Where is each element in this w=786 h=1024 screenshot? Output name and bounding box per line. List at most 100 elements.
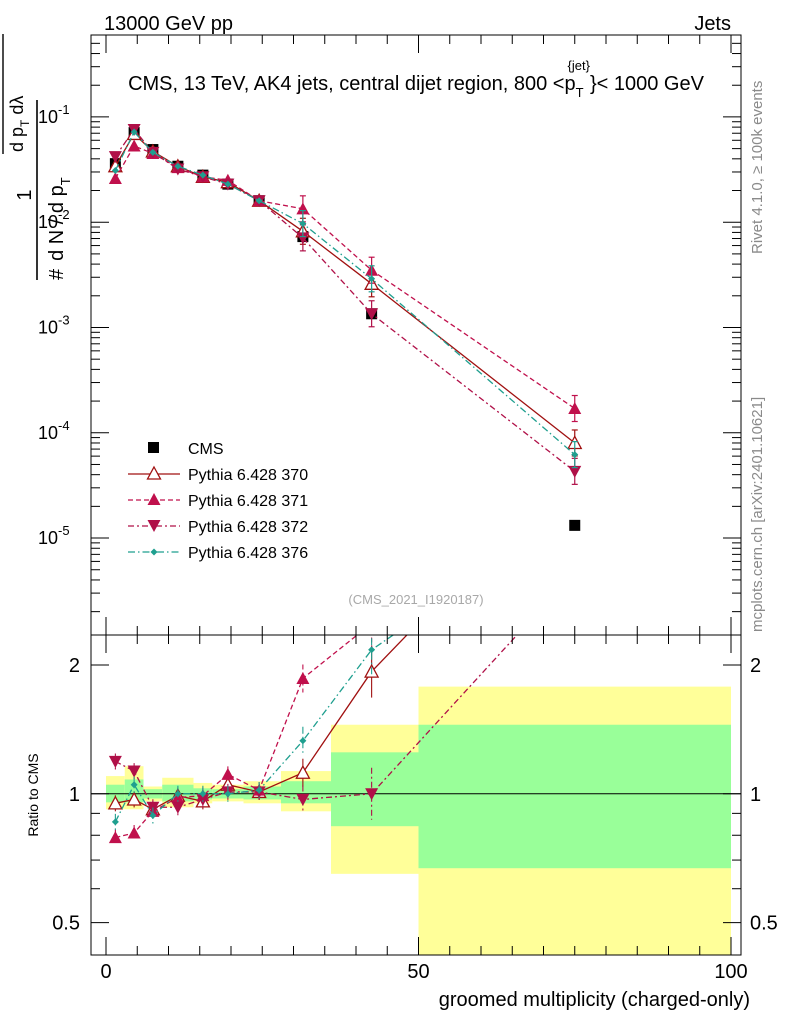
legend-marker-cms [148, 442, 159, 453]
y-tick-label-base: 10 [38, 212, 58, 232]
legend-marker-376 [150, 548, 158, 556]
ratio-point-p372 [296, 793, 310, 806]
legend-marker-371 [147, 493, 161, 505]
legend-entry-370: Pythia 6.428 370 [128, 465, 308, 484]
ratio-point-p371 [127, 826, 141, 839]
legend-label-370: Pythia 6.428 370 [188, 467, 308, 484]
ratio-ticks: 0.5 0.5 1 1 2 2 0 50 100 [52, 635, 778, 983]
data-point-p372 [108, 151, 122, 164]
ratio-point-p376 [149, 811, 157, 819]
ylabel-denominator: # d N / d pT [46, 177, 73, 280]
y-tick-label-base: 10 [38, 528, 58, 548]
ratio-point-p371 [296, 671, 310, 684]
x-tick-label: 0 [100, 961, 111, 983]
ratio-point-p376 [224, 790, 232, 798]
band-green [124, 779, 144, 803]
ratio-point-p376 [199, 790, 207, 798]
main-data-layer [107, 123, 583, 531]
ratio-y-tick-label-left: 2 [69, 655, 80, 677]
series-line-p370 [114, 132, 576, 444]
data-point-p376 [199, 171, 207, 179]
ratio-point-p371 [365, 617, 378, 629]
y-tick-label-exp: -4 [58, 418, 70, 433]
ratio-point-p372 [568, 566, 581, 578]
data-point-p372 [365, 308, 379, 321]
main-ticks: 10-510-410-310-210-1 [38, 35, 741, 635]
ratio-y-tick-label-right: 0.5 [750, 913, 778, 935]
ratio-point-p372 [196, 793, 210, 806]
y-tick-label-exp: -5 [58, 523, 70, 538]
y-tick-label-exp: -1 [58, 102, 70, 117]
band-green [418, 724, 731, 869]
y-tick-label-base: 10 [38, 107, 58, 127]
main-ylabel: 1 #d N / d pT # d2N d pT dλ [2, 34, 73, 280]
ratio-point-p376 [571, 507, 578, 514]
legend-label-372: Pythia 6.428 372 [188, 519, 308, 536]
series-p371 [108, 139, 582, 423]
ratio-point-p376 [368, 646, 376, 654]
series-p372 [108, 123, 582, 485]
data-point-p371 [568, 402, 582, 415]
data-point-p376 [571, 451, 579, 459]
y-tick-label-base: 10 [38, 423, 58, 443]
legend-entry-cms: CMS [148, 441, 224, 458]
legend-marker-370 [146, 465, 162, 480]
ratio-y-tick-label-right: 1 [750, 784, 761, 806]
header-jets-label: Jets [694, 13, 731, 35]
ratio-series-p376 [111, 507, 578, 830]
x-axis-label: groomed multiplicity (charged-only) [439, 989, 750, 1011]
data-point-p372 [568, 465, 582, 478]
ratio-point-p376 [255, 786, 263, 794]
plot-title-post: }< 1000 GeV [590, 73, 705, 95]
series-line-p371 [114, 145, 576, 410]
data-point-p371 [108, 172, 122, 185]
ratio-point-p371 [108, 831, 122, 844]
ratio-ylabel: Ratio to CMS [25, 753, 41, 836]
series-p370 [107, 126, 583, 457]
legend-marker-372 [147, 520, 161, 532]
ratio-line-p372 [115, 635, 518, 808]
ratio-y-tick-label-right: 2 [750, 655, 761, 677]
x-tick-label: 100 [714, 961, 747, 983]
ylabel-inner-dlambda: dλ [7, 96, 27, 120]
plot-title-sup: {jet} [568, 58, 591, 73]
series-line-p372 [114, 128, 576, 472]
y-tick-label: 10-1 [38, 102, 70, 127]
data-point-p376 [111, 166, 119, 174]
ratio-line-p370 [115, 635, 408, 811]
series-data [109, 127, 581, 531]
y-tick-label-exp: -3 [58, 312, 70, 327]
plot-title-sub: T [576, 85, 584, 100]
ratio-line-p376 [114, 635, 395, 823]
series-p376 [111, 128, 579, 469]
legend-entry-372: Pythia 6.428 372 [128, 519, 308, 536]
data-point-p376 [174, 162, 182, 170]
ylabel-den-sub: T [58, 177, 73, 185]
ratio-line-p371 [115, 635, 359, 839]
y-tick-label: 10-3 [38, 312, 70, 337]
ratio-point-p372 [171, 801, 185, 814]
analysis-watermark: (CMS_2021_I1920187) [348, 592, 483, 607]
data-point-p376 [130, 128, 138, 136]
ratio-point-p371 [221, 767, 235, 780]
uncertainty-bands [106, 686, 731, 955]
y-tick-label: 10-2 [38, 207, 70, 232]
series-line-p376 [114, 130, 576, 456]
ratio-point-p370 [295, 764, 311, 779]
header-energy-label: 13000 GeV pp [104, 13, 233, 35]
ratio-data-layer [91, 507, 741, 955]
data-point-p372 [296, 232, 310, 245]
plot-title-pre: CMS, 13 TeV, AK4 jets, central dijet reg… [128, 73, 576, 95]
ylabel-one: 1 [14, 189, 36, 200]
ratio-point-p376 [130, 781, 138, 789]
y-tick-label: 10-5 [38, 523, 70, 548]
ratio-point-p370 [126, 791, 142, 806]
data-point-p376 [299, 220, 307, 228]
ratio-point-p376 [299, 737, 307, 745]
ratio-y-tick-label-left: 0.5 [52, 913, 80, 935]
mcplots-label: mcplots.cern.ch [arXiv:2401.10621] [749, 397, 766, 632]
y-tick-label: 10-4 [38, 418, 70, 443]
ratio-frame [90, 634, 742, 956]
data-point-cms [569, 519, 581, 531]
ratio-point-p370 [107, 795, 123, 810]
